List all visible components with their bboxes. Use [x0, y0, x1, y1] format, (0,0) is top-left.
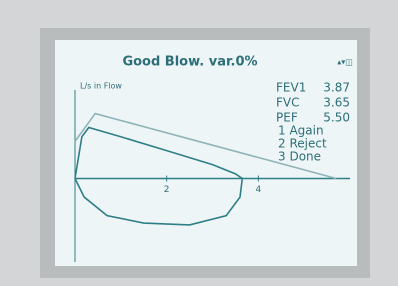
reading-label: FEV1 [276, 81, 306, 95]
reading-value: 5.50 [323, 111, 350, 125]
y-axis-label: L/s in Flow [80, 82, 122, 91]
menu-item: 3 Done [278, 150, 321, 164]
status-icons: ▴▾◫ [337, 58, 353, 67]
reading-value: 3.87 [323, 81, 350, 95]
x-tick-label: 2 [164, 185, 170, 195]
reading-label: PEF [276, 111, 298, 125]
screen-title: Good Blow. var.0% [122, 55, 257, 70]
device-photo: Good Blow. var.0% ▴▾◫ L/s in Flow FEV1 3.… [0, 0, 398, 286]
page: Good Blow. var.0% ▴▾◫ L/s in Flow FEV1 3.… [0, 0, 398, 286]
reading-label: FVC [276, 96, 300, 110]
reading-value: 3.65 [323, 96, 350, 110]
menu-item: 2 Reject [278, 137, 327, 151]
menu-item: 1 Again [278, 124, 324, 138]
x-tick-label: 4 [255, 185, 261, 195]
